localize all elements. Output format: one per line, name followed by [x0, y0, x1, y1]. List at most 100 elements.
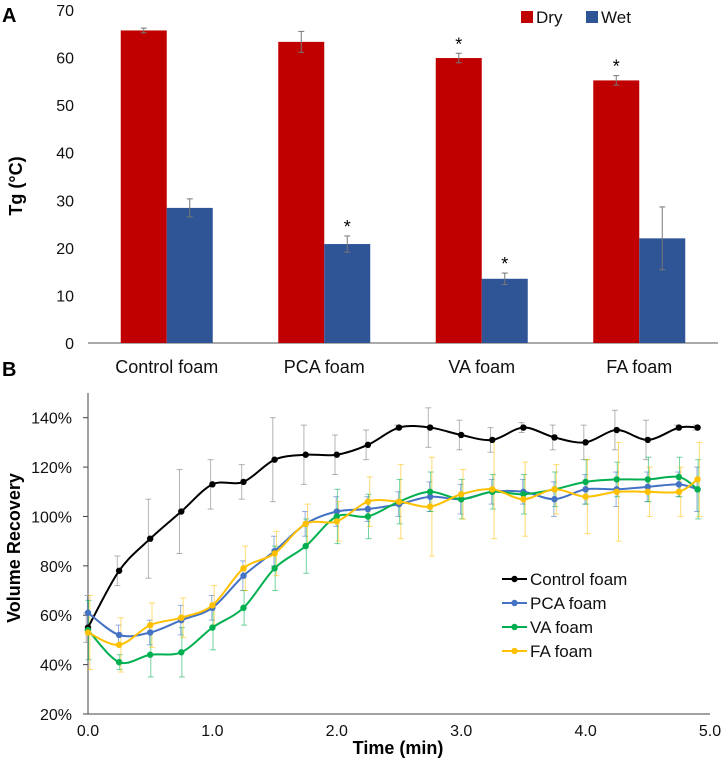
legend-label-control-foam: Control foam: [530, 570, 627, 589]
legend-marker-fa-foam: [511, 647, 518, 655]
panel-b-x-tick-label: 4.0: [574, 723, 596, 740]
significance-marker: *: [501, 254, 508, 274]
data-point-control-foam: [458, 431, 465, 439]
significance-marker: *: [455, 34, 462, 54]
data-point-pca-foam: [240, 572, 247, 579]
data-point-va-foam: [426, 488, 434, 495]
data-point-control-foam: [364, 441, 372, 449]
data-point-fa-foam: [582, 493, 589, 500]
panel-b-line-chart: B 20% 40% 60% 80% 100% 120% 140% 0.0 1.0 2.0 3.0 4.…: [2, 359, 721, 758]
panel-a-category-label: VA foam: [448, 357, 515, 377]
data-point-va-foam: [364, 513, 372, 520]
data-point-control-foam: [675, 424, 683, 431]
data-point-control-foam: [582, 439, 589, 446]
data-point-va-foam: [271, 565, 278, 572]
bar-dry-2: [278, 41, 325, 343]
data-point-pca-foam: [364, 505, 372, 513]
data-point-control-foam: [240, 478, 247, 486]
data-point-control-foam: [115, 567, 123, 574]
data-point-control-foam: [333, 451, 340, 458]
panel-a-y-tick-label: 30: [56, 193, 74, 210]
panel-a-bar-chart: A 0 10 20 30 40 50 60 70 Control foam PCA foam VA …: [2, 3, 718, 377]
panel-a-category-label: Control foam: [115, 357, 218, 377]
data-point-fa-foam: [694, 476, 701, 483]
panel-b-axes: 20% 40% 60% 80% 100% 120% 140% 0.0 1.0 2.0 3.0 4.0 5…: [31, 393, 721, 740]
data-point-control-foam: [271, 456, 278, 463]
data-point-va-foam: [613, 476, 620, 483]
data-point-va-foam: [520, 491, 527, 498]
panel-a-category-label: PCA foam: [284, 357, 365, 377]
panel-b-x-tick-label: 2.0: [326, 723, 348, 740]
panel-a-y-axis-label: Tg (°C): [6, 156, 26, 215]
data-point-fa-foam: [364, 498, 372, 505]
data-point-control-foam: [520, 424, 527, 431]
data-point-pca-foam: [644, 483, 651, 491]
data-point-va-foam: [644, 476, 651, 483]
data-point-fa-foam: [333, 518, 340, 525]
data-point-pca-foam: [333, 508, 340, 515]
data-point-control-foam: [178, 508, 185, 515]
panel-b-x-axis-label: Time (min): [353, 738, 444, 758]
data-point-va-foam: [178, 649, 185, 656]
bar-dry-3: [435, 58, 482, 343]
significance-marker: *: [344, 217, 351, 237]
data-point-fa-foam: [644, 488, 651, 495]
legend-marker-pca-foam: [511, 599, 518, 607]
data-point-va-foam: [458, 495, 465, 503]
panel-b-y-tick-label: 20%: [40, 707, 72, 724]
significance-marker: *: [613, 57, 620, 77]
data-point-fa-foam: [115, 641, 123, 649]
data-point-fa-foam: [613, 488, 620, 495]
legend-label-va-foam: VA foam: [530, 618, 593, 637]
legend-swatch-dry: [521, 11, 533, 23]
data-point-fa-foam: [147, 621, 154, 629]
panel-a-legend: Dry Wet: [521, 8, 631, 27]
panel-b-y-tick-label: 60%: [40, 608, 72, 625]
panel-b-y-tick-label: 40%: [40, 658, 72, 675]
panel-b-y-tick-label: 80%: [40, 559, 72, 576]
data-point-va-foam: [302, 542, 309, 550]
data-point-va-foam: [675, 473, 683, 481]
legend-marker-va-foam: [511, 623, 518, 631]
data-point-va-foam: [209, 624, 216, 631]
data-point-fa-foam: [84, 629, 92, 636]
panel-a-y-tick-label: 20: [56, 241, 74, 258]
data-point-fa-foam: [489, 486, 496, 493]
data-point-va-foam: [147, 651, 154, 658]
data-point-control-foam: [489, 436, 496, 444]
data-point-control-foam: [302, 451, 309, 458]
bar-wet-3: [481, 278, 528, 343]
data-point-fa-foam: [551, 486, 558, 493]
data-point-va-foam: [582, 478, 589, 486]
data-point-fa-foam: [675, 488, 683, 495]
data-point-control-foam: [209, 481, 216, 488]
legend-label-wet: Wet: [601, 8, 631, 27]
bar-wet-1: [166, 207, 213, 343]
panel-b-x-tick-label: 5.0: [699, 723, 721, 740]
data-point-fa-foam: [302, 520, 309, 528]
bar-dry-4: [593, 80, 640, 344]
panel-a-label: A: [2, 5, 16, 27]
panel-a-y-tick-label: 10: [56, 288, 74, 305]
data-point-control-foam: [644, 436, 651, 444]
data-point-fa-foam: [426, 503, 434, 510]
panel-b-series: [83, 407, 703, 678]
data-point-va-foam: [115, 658, 123, 666]
legend-marker-control-foam: [511, 575, 518, 583]
data-point-pca-foam: [675, 481, 683, 488]
data-point-pca-foam: [147, 629, 154, 636]
panel-a-y-tick-label: 50: [56, 98, 74, 115]
panel-a-y-tick-label: 70: [56, 3, 74, 20]
panel-b-y-tick-label: 140%: [31, 411, 72, 428]
data-point-pca-foam: [115, 631, 123, 639]
panel-b-label: B: [2, 359, 16, 381]
data-point-pca-foam: [426, 493, 434, 500]
legend-swatch-wet: [586, 11, 598, 23]
data-point-pca-foam: [582, 486, 589, 493]
data-point-fa-foam: [240, 565, 247, 572]
data-point-va-foam: [333, 513, 340, 520]
panel-b-legend: Control foam PCA foam VA foam FA foam: [502, 570, 627, 661]
panel-a-y-tick-label: 0: [65, 336, 74, 353]
panel-a-category-label: FA foam: [606, 357, 672, 377]
